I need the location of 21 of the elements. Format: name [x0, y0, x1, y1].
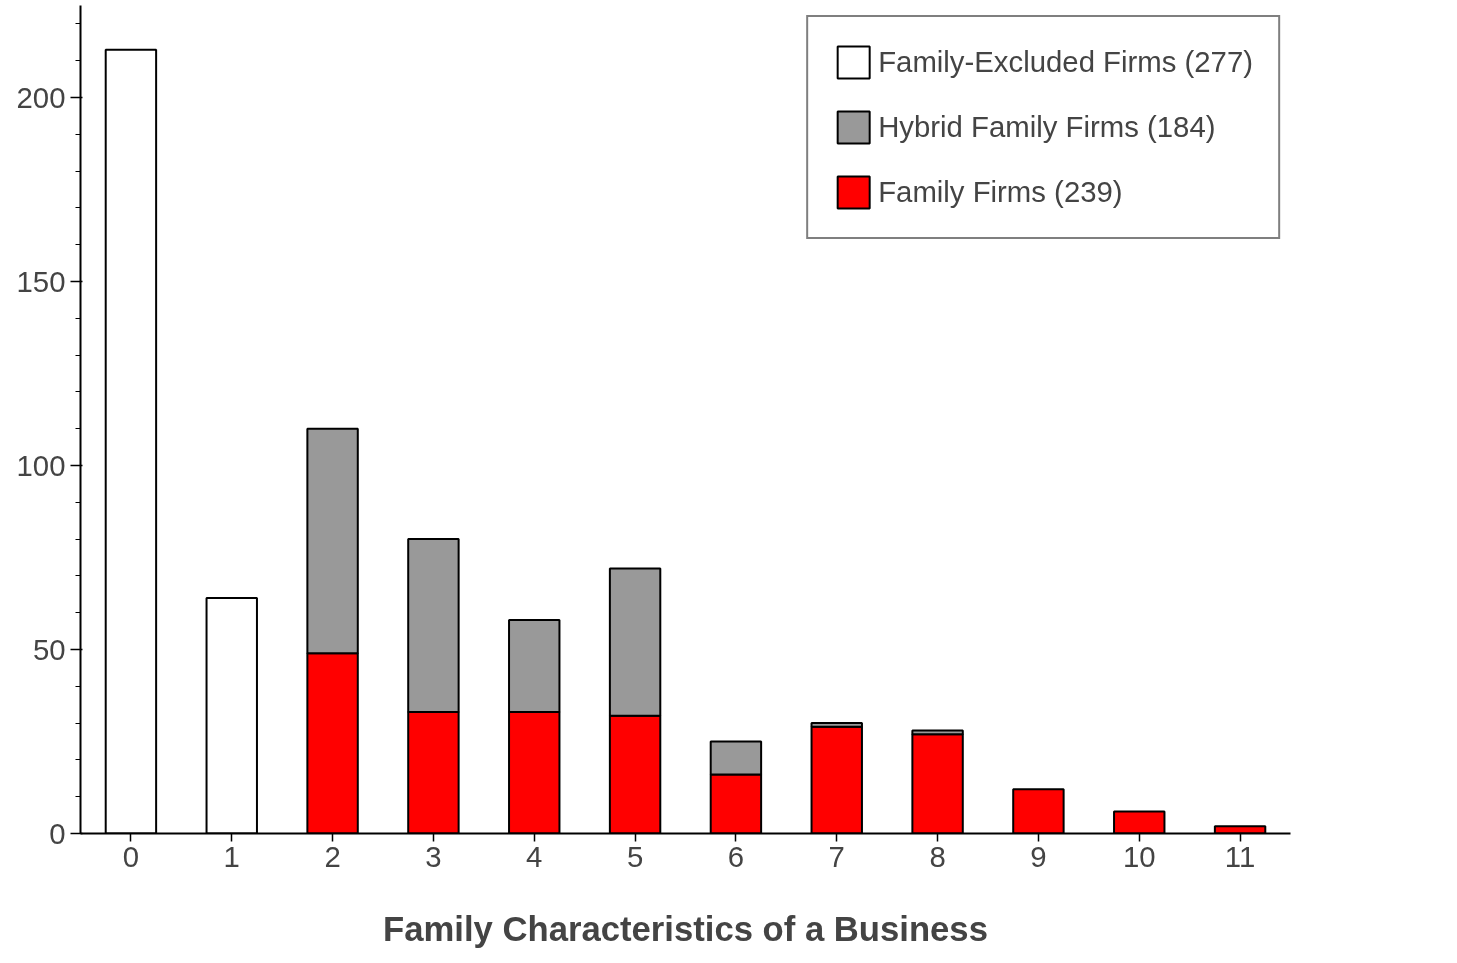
y-tick-label: 50	[32, 632, 66, 666]
x-tick-label: 10	[1122, 839, 1156, 873]
x-tick-label: 5	[626, 839, 644, 873]
x-tick-label: 4	[526, 839, 543, 873]
y-tick-label: 0	[49, 816, 66, 850]
x-tick-label: 7	[828, 839, 845, 873]
x-tick-label: 6	[727, 839, 745, 873]
legend-label: Family Firms (239)	[878, 175, 1123, 209]
legend-label: Hybrid Family Firms (184)	[878, 110, 1216, 144]
x-tick-label: 2	[324, 839, 341, 873]
y-tick-label: 200	[16, 80, 66, 114]
y-tick-label: 150	[16, 264, 66, 298]
x-tick-label: 1	[223, 839, 240, 873]
x-tick-label: 0	[122, 839, 140, 873]
x-tick-label: 8	[929, 839, 946, 873]
x-axis-title: Family Characteristics of a Business	[383, 909, 988, 948]
x-tick-label: 3	[425, 839, 442, 873]
y-tick-label: 100	[16, 448, 66, 482]
legend-label: Family-Excluded Firms (277)	[878, 45, 1253, 79]
x-tick-label: 9	[1030, 839, 1047, 873]
x-tick-label: 11	[1224, 839, 1256, 873]
